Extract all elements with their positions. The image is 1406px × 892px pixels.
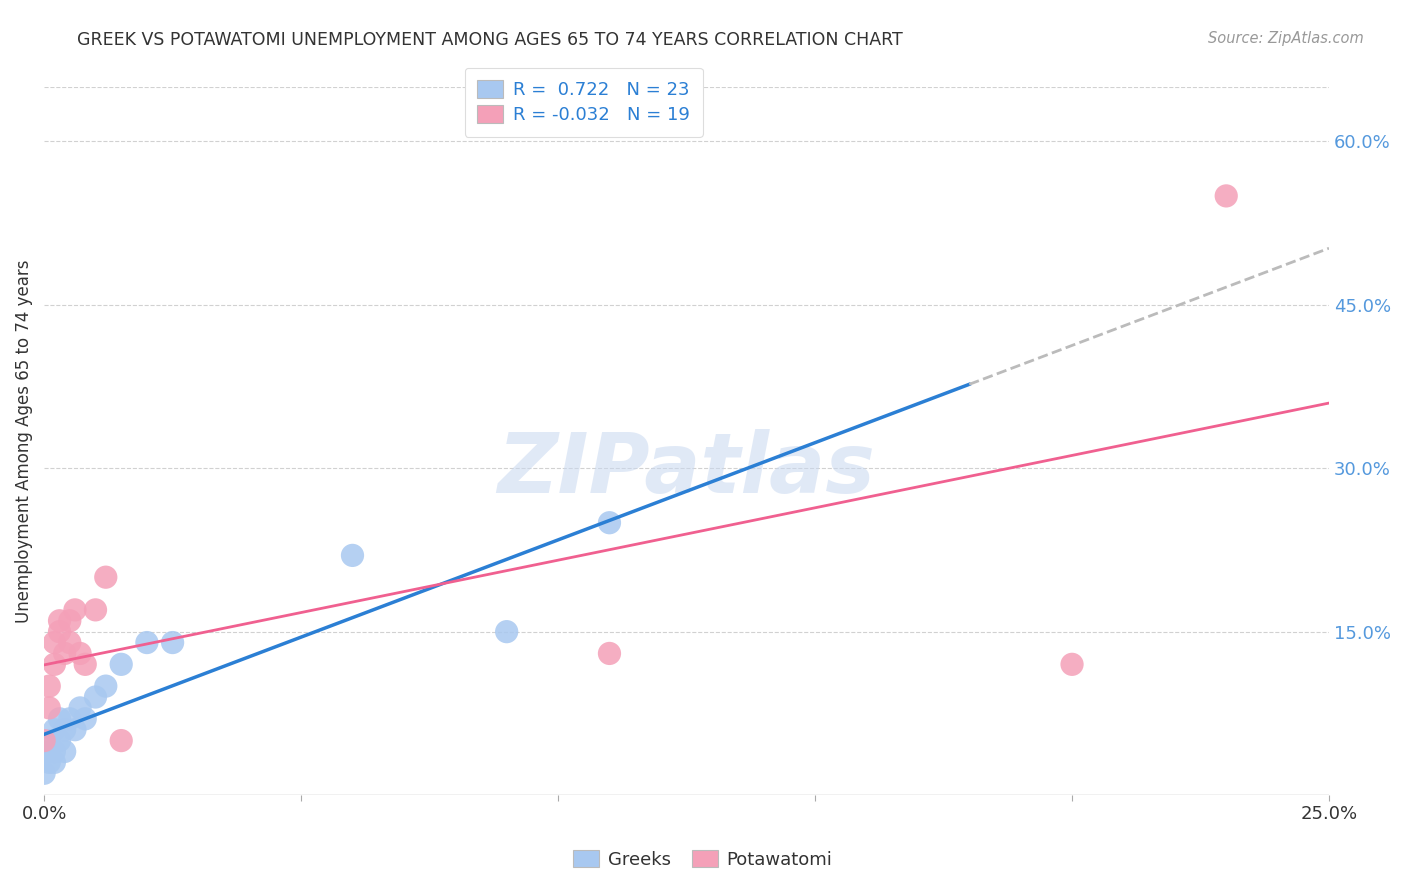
Point — [75, 657, 97, 672]
Text: GREEK VS POTAWATOMI UNEMPLOYMENT AMONG AGES 65 TO 74 YEARS CORRELATION CHART: GREEK VS POTAWATOMI UNEMPLOYMENT AMONG A… — [77, 31, 903, 49]
Legend: R =  0.722   N = 23, R = -0.032   N = 19: R = 0.722 N = 23, R = -0.032 N = 19 — [464, 68, 703, 136]
Point — [59, 635, 82, 649]
Point — [94, 679, 117, 693]
Point — [59, 712, 82, 726]
Point — [342, 549, 364, 563]
Text: ZIPatlas: ZIPatlas — [498, 429, 876, 510]
Point — [598, 516, 620, 530]
Point — [110, 657, 132, 672]
Legend: Greeks, Potawatomi: Greeks, Potawatomi — [567, 843, 839, 876]
Point — [48, 712, 70, 726]
Point — [75, 712, 97, 726]
Point — [84, 690, 107, 704]
Point — [598, 647, 620, 661]
Point — [1060, 657, 1083, 672]
Point — [53, 744, 76, 758]
Point — [63, 723, 86, 737]
Point — [38, 733, 60, 747]
Point — [1215, 189, 1237, 203]
Point — [44, 756, 66, 770]
Point — [63, 603, 86, 617]
Point — [32, 733, 55, 747]
Point — [44, 635, 66, 649]
Y-axis label: Unemployment Among Ages 65 to 74 years: Unemployment Among Ages 65 to 74 years — [15, 260, 32, 623]
Point — [135, 635, 157, 649]
Point — [44, 723, 66, 737]
Point — [53, 723, 76, 737]
Point — [495, 624, 517, 639]
Point — [84, 603, 107, 617]
Point — [53, 647, 76, 661]
Point — [32, 766, 55, 780]
Point — [38, 679, 60, 693]
Point — [44, 657, 66, 672]
Point — [110, 733, 132, 747]
Point — [162, 635, 184, 649]
Point — [94, 570, 117, 584]
Point — [38, 701, 60, 715]
Point — [48, 733, 70, 747]
Point — [69, 701, 91, 715]
Point — [38, 756, 60, 770]
Point — [38, 744, 60, 758]
Text: Source: ZipAtlas.com: Source: ZipAtlas.com — [1208, 31, 1364, 46]
Point — [48, 624, 70, 639]
Point — [59, 614, 82, 628]
Point — [48, 614, 70, 628]
Point — [69, 647, 91, 661]
Point — [44, 744, 66, 758]
